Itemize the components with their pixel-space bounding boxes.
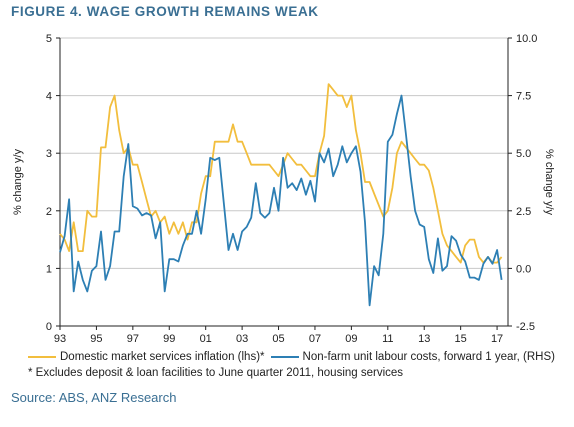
y-left-tick-label: 1 (46, 263, 52, 275)
axes (56, 37, 512, 330)
y-right-tick-label: 7.5 (516, 91, 531, 103)
source-note: Source: ABS, ANZ Research (11, 390, 177, 405)
x-tick-label: 17 (491, 333, 503, 345)
legend: Domestic market services inflation (lhs)… (28, 349, 555, 365)
x-tick-label: 07 (309, 333, 321, 345)
y-left-tick-label: 0 (46, 321, 52, 333)
series-lines (59, 83, 503, 307)
x-tick-label: 09 (345, 333, 357, 345)
legend-swatch-nonfarm (270, 356, 299, 358)
x-tick-label: 97 (127, 333, 139, 345)
x-tick-label: 05 (272, 333, 284, 345)
y-right-tick-label: 10.0 (516, 33, 537, 45)
x-tick-label: 01 (200, 333, 212, 345)
y-left-tick-label: 5 (46, 33, 52, 45)
y-axis-label-right: % change y/y (543, 149, 555, 216)
figure-title: FIGURE 4. WAGE GROWTH REMAINS WEAK (11, 4, 319, 19)
y-right-tick-label: 2.5 (516, 206, 531, 218)
y-right-tick-label: 0.0 (516, 263, 531, 275)
y-left-tick-label: 3 (46, 148, 52, 160)
y-right-tick-label: 5.0 (516, 148, 531, 160)
series-line-domestic (59, 83, 503, 264)
footnote: * Excludes deposit & loan facilities to … (28, 367, 404, 379)
y-left-tick-label: 2 (46, 206, 52, 218)
x-tick-label: 99 (163, 333, 175, 345)
legend-swatch-domestic (28, 356, 56, 358)
x-tick-label: 13 (418, 333, 430, 345)
x-tick-label: 03 (236, 333, 248, 345)
x-tick-label: 11 (382, 333, 393, 345)
series-line-nonfarm (59, 94, 503, 307)
legend-label-domestic: Domestic market services inflation (lhs)… (60, 351, 265, 363)
x-tick-label: 93 (54, 333, 66, 345)
legend-label-nonfarm: Non-farm unit labour costs, forward 1 ye… (302, 351, 555, 363)
x-tick-label: 95 (90, 333, 102, 345)
y-axis-label-left: % change y/y (12, 148, 24, 215)
x-tick-label: 15 (455, 333, 467, 345)
y-right-tick-label: -2.5 (516, 321, 535, 333)
y-left-tick-label: 4 (46, 91, 52, 103)
